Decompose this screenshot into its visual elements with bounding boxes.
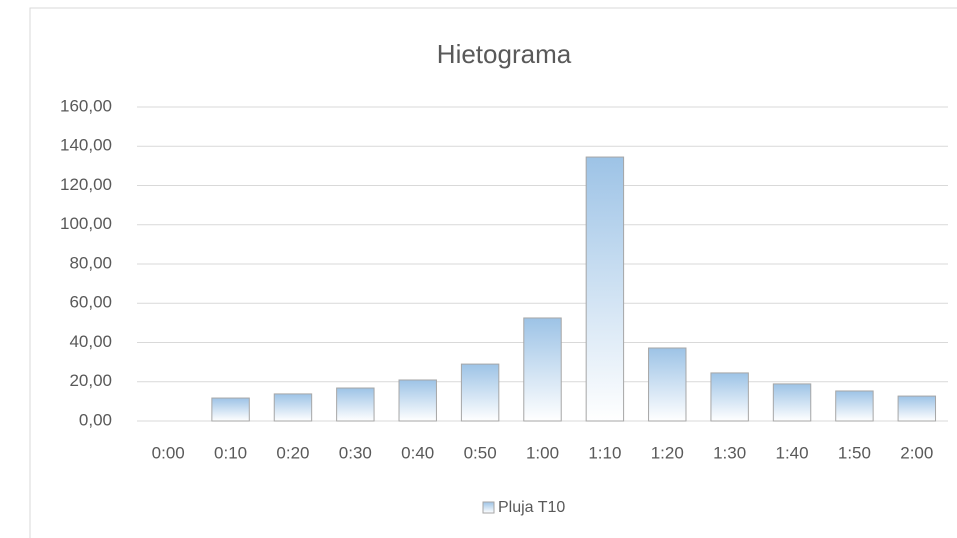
y-tick-label: 100,00 (60, 214, 112, 233)
y-tick-label: 20,00 (69, 371, 112, 390)
chart-title: Hietograma (437, 39, 572, 69)
y-tick-label: 40,00 (69, 332, 112, 351)
x-tick-label: 0:50 (464, 443, 497, 462)
x-tick-label: 0:20 (276, 443, 309, 462)
y-tick-label: 140,00 (60, 136, 112, 155)
bar (398, 379, 437, 422)
y-tick-label: 120,00 (60, 175, 112, 194)
x-tick-label: 1:00 (526, 443, 559, 462)
bar (772, 383, 812, 422)
x-tick-label: 1:50 (838, 443, 871, 462)
bar (585, 156, 625, 422)
x-tick-label: 2:00 (900, 443, 933, 462)
x-tick-label: 0:10 (214, 443, 247, 462)
bar (710, 372, 749, 422)
legend-label: Pluja T10 (498, 499, 565, 516)
chart-frame (29, 7, 957, 538)
x-tick-label: 1:40 (775, 443, 808, 462)
bar (211, 397, 250, 422)
x-tick-label: 0:40 (401, 443, 434, 462)
bar (835, 390, 874, 422)
x-tick-label: 1:30 (713, 443, 746, 462)
x-tick-label: 0:00 (152, 443, 185, 462)
bar (336, 387, 375, 422)
x-tick-label: 1:20 (651, 443, 684, 462)
y-tick-label: 160,00 (60, 96, 112, 115)
y-tick-label: 0,00 (79, 410, 112, 429)
bar (523, 317, 562, 422)
y-tick-label: 60,00 (69, 293, 112, 312)
bar (897, 395, 937, 422)
y-tick-label: 80,00 (69, 253, 112, 272)
legend-swatch (482, 501, 495, 514)
bar (273, 393, 313, 422)
x-tick-label: 1:10 (588, 443, 621, 462)
x-tick-label: 0:30 (339, 443, 372, 462)
bar (460, 363, 500, 422)
bar (648, 347, 687, 422)
